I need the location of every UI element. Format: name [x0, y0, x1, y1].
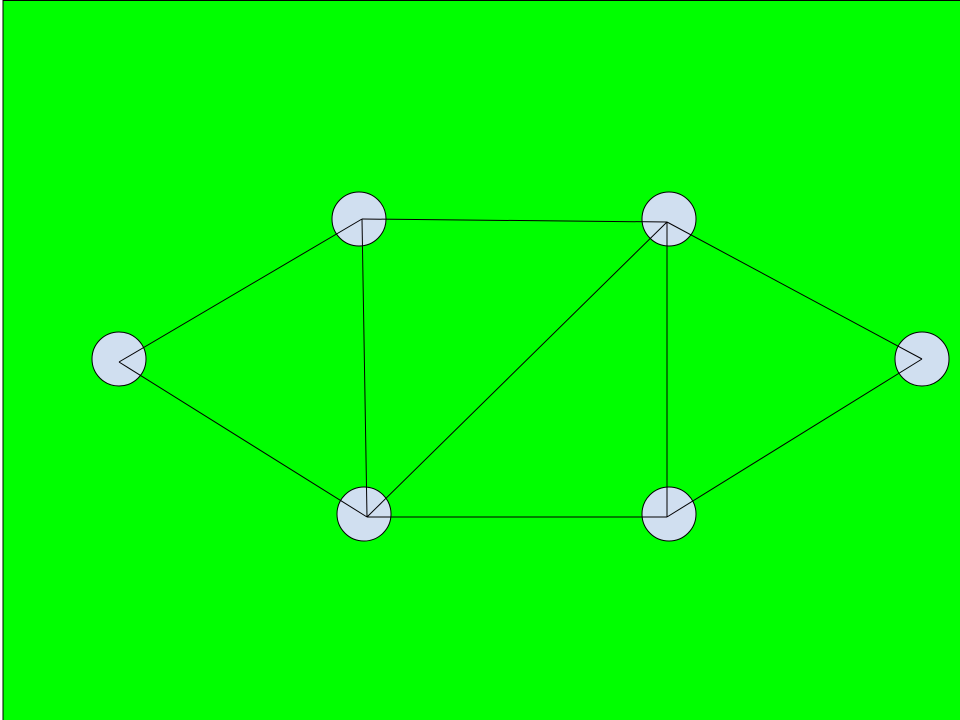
edges-layer [118, 218, 923, 518]
node-n3 [641, 191, 697, 247]
edge-n1-n2 [118, 218, 363, 363]
node-n4 [336, 486, 392, 542]
edge-n2-n3 [361, 218, 668, 223]
edge-n1-n4 [118, 361, 368, 518]
node-n5 [641, 486, 697, 542]
edge-n2-n4 [361, 218, 368, 518]
edge-n3-n4 [366, 221, 668, 518]
edge-n5-n6 [666, 358, 923, 518]
edge-n3-n6 [666, 221, 923, 360]
node-n1 [91, 331, 147, 387]
nodes-layer [91, 191, 950, 542]
